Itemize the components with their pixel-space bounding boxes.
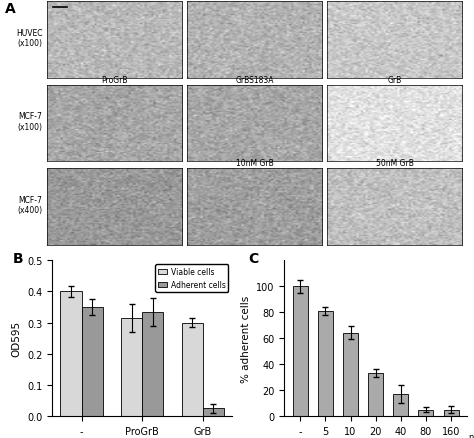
Text: MCF-7
(x100): MCF-7 (x100) <box>18 112 43 131</box>
Bar <box>393 394 408 416</box>
Text: nM GrB: nM GrB <box>469 432 474 438</box>
Bar <box>142 312 164 416</box>
Text: HUVEC
(x100): HUVEC (x100) <box>16 28 43 48</box>
Bar <box>60 292 82 416</box>
Title: -: - <box>114 0 116 1</box>
Bar <box>444 410 458 416</box>
Text: MCF-7
(x400): MCF-7 (x400) <box>18 195 43 215</box>
Text: C: C <box>248 251 258 265</box>
Text: A: A <box>5 2 16 16</box>
Bar <box>292 286 308 416</box>
Y-axis label: % adherent cells: % adherent cells <box>241 295 251 382</box>
Title: 10nM GrB: 10nM GrB <box>236 159 273 168</box>
Title: GrB: GrB <box>387 76 402 85</box>
Y-axis label: OD595: OD595 <box>11 320 21 357</box>
Bar <box>121 318 142 416</box>
Bar <box>343 333 358 416</box>
Bar <box>203 408 224 416</box>
Text: B: B <box>12 251 23 265</box>
Bar <box>318 311 333 416</box>
Bar <box>419 410 433 416</box>
Bar <box>82 307 103 416</box>
Bar <box>182 323 203 416</box>
Title: GrBS183A: GrBS183A <box>236 76 274 85</box>
Title: ProGrB: ProGrB <box>102 76 128 85</box>
Bar <box>368 373 383 416</box>
Title: 50nM GrB: 50nM GrB <box>376 159 413 168</box>
Legend: Viable cells, Adherent cells: Viable cells, Adherent cells <box>155 265 228 292</box>
Title: ProGrB: ProGrB <box>242 0 268 1</box>
Title: GrB: GrB <box>387 0 402 1</box>
